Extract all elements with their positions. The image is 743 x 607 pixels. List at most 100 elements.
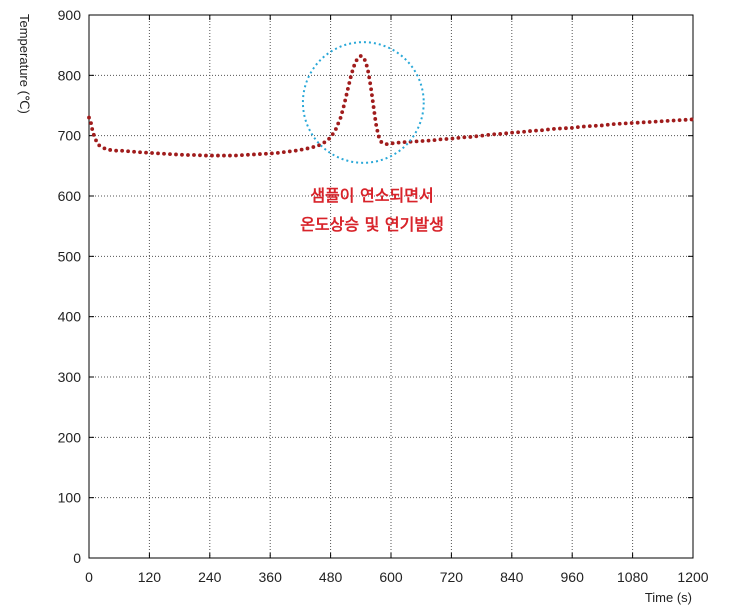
data-point — [558, 126, 562, 131]
x-axis-ticks: 0 120 240 360 480 600 720 840 960 1080 1200 — [85, 15, 709, 585]
data-point — [327, 136, 331, 141]
y-tick-label-700: 700 — [58, 128, 82, 144]
data-point — [379, 140, 384, 144]
y-tick-label-900: 900 — [58, 7, 82, 23]
data-point — [91, 132, 96, 137]
data-point — [162, 151, 166, 156]
data-point — [120, 148, 125, 153]
data-point — [617, 121, 622, 126]
data-point — [369, 87, 374, 92]
data-point — [659, 119, 664, 124]
data-point — [374, 122, 379, 127]
data-point — [450, 136, 455, 141]
data-point — [299, 147, 304, 152]
data-point — [599, 123, 604, 128]
data-point — [354, 58, 359, 63]
data-point — [97, 143, 102, 148]
data-point — [480, 133, 485, 138]
data-point — [281, 150, 286, 155]
data-point — [348, 75, 353, 80]
data-point — [677, 118, 682, 123]
data-point — [367, 75, 372, 80]
data-point — [546, 127, 550, 132]
data-point — [402, 140, 407, 144]
data-point — [174, 152, 178, 157]
data-point — [305, 146, 310, 151]
data-point — [186, 153, 190, 157]
data-point — [228, 153, 232, 158]
data-point — [587, 124, 592, 129]
data-point — [665, 119, 670, 123]
data-point — [370, 99, 375, 104]
data-point — [364, 63, 369, 68]
data-point — [216, 153, 220, 158]
data-point — [293, 148, 298, 153]
y-tick-label-600: 600 — [58, 188, 82, 204]
data-point — [287, 149, 292, 154]
data-point — [370, 93, 374, 98]
data-point — [345, 86, 350, 91]
data-point — [528, 129, 532, 133]
data-point — [396, 140, 401, 145]
data-point — [629, 121, 634, 125]
data-point — [168, 152, 172, 157]
data-point — [144, 150, 148, 155]
x-tick-label-840: 840 — [500, 569, 524, 585]
y-axis-label: Temperature (℃) — [17, 14, 32, 114]
data-point — [222, 153, 226, 158]
data-point — [504, 131, 509, 136]
data-point — [384, 142, 389, 147]
data-point — [683, 117, 688, 122]
data-point — [635, 120, 640, 125]
data-point — [90, 127, 95, 131]
x-tick-label-120: 120 — [138, 569, 162, 585]
x-tick-label-960: 960 — [561, 569, 585, 585]
data-point — [390, 141, 395, 146]
data-point — [420, 139, 425, 143]
data-point — [94, 138, 98, 143]
data-point — [358, 54, 363, 58]
data-point — [343, 98, 348, 103]
data-point — [516, 130, 520, 135]
data-point — [366, 69, 371, 74]
data-point — [372, 111, 377, 115]
data-point — [180, 152, 184, 157]
data-point — [132, 149, 136, 154]
data-point — [192, 153, 196, 157]
gridlines — [89, 15, 693, 558]
data-point — [344, 92, 349, 97]
data-point — [204, 153, 208, 158]
data-point — [246, 152, 250, 157]
data-point — [498, 132, 503, 136]
data-point — [647, 120, 652, 124]
data-point — [540, 128, 544, 133]
x-tick-label-720: 720 — [440, 569, 464, 585]
data-point — [352, 63, 357, 68]
y-axis-ticks: 0 100 200 300 400 500 600 700 800 900 — [58, 7, 693, 566]
data-point — [336, 121, 341, 126]
data-point — [275, 150, 280, 155]
data-point — [623, 121, 628, 126]
y-tick-label-300: 300 — [58, 369, 82, 385]
data-point — [581, 124, 586, 129]
data-point — [689, 117, 694, 122]
y-tick-label-500: 500 — [58, 248, 82, 264]
data-point — [150, 151, 154, 155]
data-point — [210, 153, 214, 158]
data-point — [350, 69, 355, 74]
data-point — [89, 121, 93, 126]
data-point — [593, 123, 598, 128]
data-point — [641, 120, 646, 125]
data-point — [492, 132, 497, 137]
data-point — [126, 149, 130, 154]
data-point — [522, 129, 526, 134]
data-point — [269, 151, 274, 156]
x-tick-label-480: 480 — [319, 569, 343, 585]
data-point — [322, 140, 327, 145]
combustion-highlight-circle — [301, 41, 425, 164]
data-point — [114, 148, 119, 153]
data-point — [468, 135, 473, 139]
data-point — [375, 128, 380, 133]
data-point — [198, 153, 202, 158]
data-point — [371, 105, 376, 109]
